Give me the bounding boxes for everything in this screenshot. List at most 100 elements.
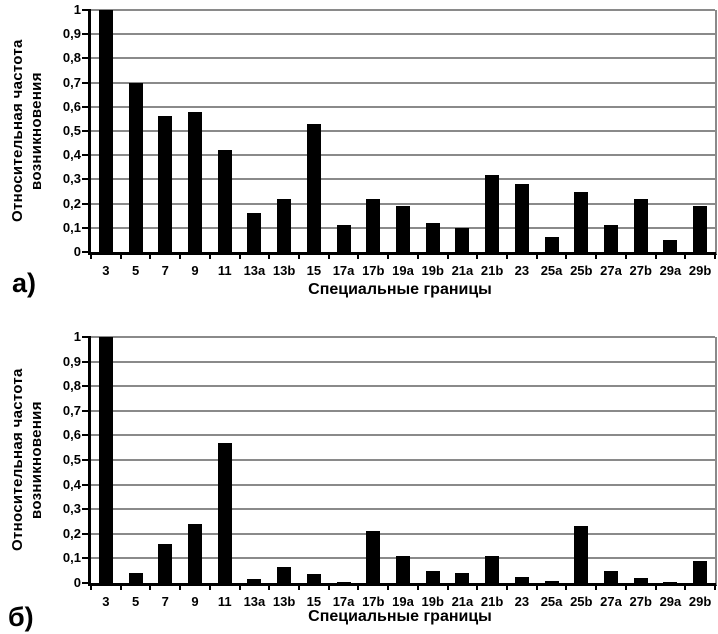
- x-axis-tick: [119, 583, 122, 590]
- x-tick-label: 29b: [688, 594, 712, 609]
- x-axis-tick: [238, 583, 241, 590]
- x-axis-tick: [387, 252, 390, 259]
- x-tick-label: 21a: [451, 594, 474, 609]
- x-tick-label: 17b: [362, 263, 385, 278]
- x-axis-tick: [357, 252, 360, 259]
- panel-label: а): [12, 268, 37, 298]
- bar: [98, 10, 113, 252]
- y-axis-tick: [82, 582, 91, 584]
- bar: [425, 222, 440, 252]
- gridline: [91, 336, 715, 338]
- bar: [247, 213, 262, 252]
- x-tick-label: 21b: [480, 263, 504, 278]
- bar: [633, 578, 648, 583]
- x-tick-label: 9: [191, 594, 199, 609]
- x-tick-label: 13b: [272, 263, 296, 278]
- y-tick-label: 0,3: [62, 501, 81, 517]
- x-axis-tick: [654, 583, 657, 590]
- x-tick-label: 9: [191, 263, 199, 278]
- x-tick-label: 27b: [629, 594, 652, 609]
- bar: [336, 225, 351, 252]
- bar: [128, 82, 143, 252]
- bar: [128, 573, 143, 583]
- x-tick-label: 25b: [570, 594, 593, 609]
- y-axis-tick: [82, 434, 91, 437]
- x-axis-tick: [535, 252, 538, 259]
- bar: [485, 555, 500, 583]
- x-tick-label: 27a: [600, 594, 622, 609]
- y-tick-label: 0,6: [62, 427, 81, 443]
- y-tick-label: 0,4: [62, 147, 81, 163]
- gridline: [91, 202, 715, 205]
- y-axis-tick: [82, 360, 91, 363]
- x-axis-tick: [684, 252, 687, 259]
- bar: [366, 198, 381, 252]
- bar: [306, 123, 321, 252]
- bar: [158, 116, 173, 252]
- y-axis-title-line1: Относительная частота: [9, 39, 26, 223]
- gridline: [91, 409, 715, 412]
- y-tick-label: 0,2: [62, 195, 81, 211]
- y-tick-label: 0,5: [62, 452, 81, 467]
- y-axis-tick: [82, 557, 91, 560]
- x-tick-label: 19a: [392, 263, 414, 278]
- x-tick-label: 11: [217, 594, 232, 609]
- x-axis-tick: [149, 252, 152, 259]
- x-tick-label: 23: [514, 263, 530, 278]
- bar: [514, 576, 529, 583]
- x-axis-tick: [268, 583, 271, 590]
- x-axis-tick: [714, 583, 716, 590]
- bar: [396, 206, 410, 252]
- plot-area: 1 0,9 0,8 0,7 0,6 0,5 0,4 0,3 0,2 0,1 0 3 5 7 9 11 13a 13…: [63, 2, 717, 278]
- y-axis-tick: [82, 105, 91, 108]
- y-tick-label: 0,3: [62, 171, 81, 187]
- x-axis-tick: [387, 583, 390, 590]
- gridline: [91, 434, 715, 437]
- x-axis-tick: [714, 252, 716, 259]
- gridline: [91, 9, 715, 11]
- chart-panel-a: Относительная частота возникновения 1 0,9…: [0, 0, 718, 308]
- bar: [663, 581, 678, 583]
- bar: [633, 198, 648, 252]
- bar: [217, 150, 232, 252]
- x-axis-tick: [208, 583, 211, 590]
- x-tick-label: 25a: [540, 263, 563, 278]
- x-tick-label: 19a: [392, 594, 414, 609]
- x-tick-label: 19b: [421, 263, 444, 278]
- gridline: [91, 33, 715, 36]
- gridline: [91, 105, 715, 108]
- x-axis-tick: [476, 583, 479, 590]
- y-tick-label: 0: [73, 575, 81, 590]
- bar: [574, 191, 589, 252]
- bar: [217, 442, 232, 583]
- bar: [277, 567, 292, 583]
- x-axis-tick: [595, 583, 598, 590]
- x-axis-tick: [208, 252, 211, 259]
- gridline: [91, 154, 715, 157]
- y-tick-label: 0,7: [62, 74, 81, 90]
- y-tick-label: 0,8: [62, 378, 81, 394]
- bar: [574, 526, 589, 583]
- x-axis-tick: [179, 583, 182, 590]
- x-axis-tick: [446, 583, 449, 590]
- bar: [158, 543, 173, 583]
- x-tick-label: 17b: [362, 594, 385, 609]
- bar: [693, 206, 708, 252]
- bar: [604, 570, 618, 583]
- x-axis-tick: [298, 583, 300, 590]
- y-tick-label: 0: [73, 244, 81, 259]
- x-tick-label: 3: [102, 263, 110, 278]
- x-tick-label: 13a: [243, 594, 266, 609]
- x-axis-tick: [684, 583, 687, 590]
- panel-label: б): [8, 602, 34, 632]
- x-tick-label: 11: [217, 263, 232, 278]
- x-axis-tick: [476, 252, 479, 259]
- x-axis-tick: [624, 583, 627, 590]
- y-axis-tick: [82, 202, 91, 205]
- x-tick-label: 15: [306, 263, 322, 278]
- bar: [98, 337, 113, 583]
- x-tick-label: 15: [306, 594, 322, 609]
- x-tick-label: 27b: [629, 263, 652, 278]
- y-tick-label: 0,8: [62, 50, 81, 66]
- x-axis-title: Специальные границы: [308, 281, 492, 298]
